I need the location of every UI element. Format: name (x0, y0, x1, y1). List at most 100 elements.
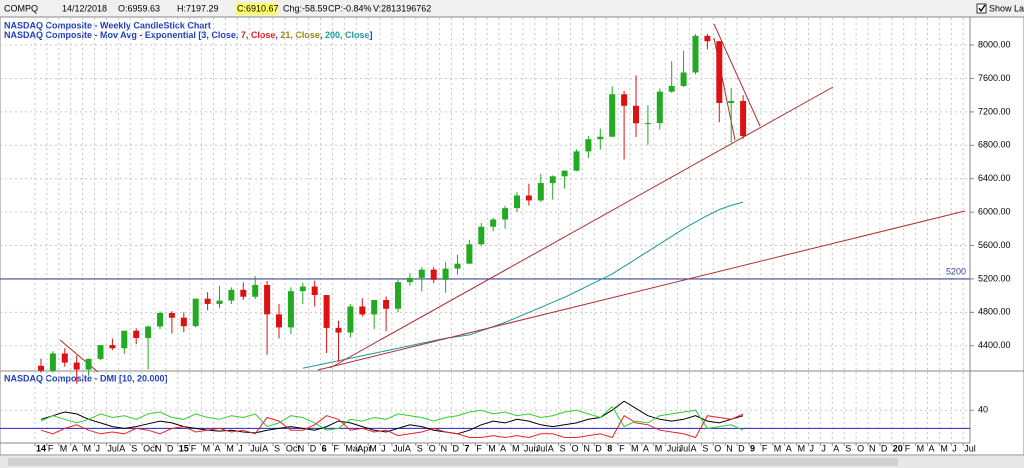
x-tick-label: N (155, 443, 162, 453)
candle-body (490, 219, 497, 227)
x-tick-label: 8 (607, 443, 612, 453)
subtitle-part: NASDAQ Composite - Mov Avg - Exponential… (4, 30, 201, 40)
x-tick-label: D (881, 443, 888, 453)
x-tick-label: F (191, 443, 197, 453)
candle-body (621, 94, 628, 106)
candle-body (359, 306, 366, 315)
x-tick-label: A (691, 443, 697, 453)
x-tick-label: Jul (536, 443, 548, 453)
candle-body (740, 100, 747, 137)
x-tick-label: Oct (143, 443, 158, 453)
candle-body (478, 226, 485, 245)
candle-body (704, 35, 711, 42)
x-tick-label: M (631, 443, 639, 453)
candle-body (406, 277, 413, 283)
trend-line (317, 210, 966, 371)
volume: V:2813196762 (373, 3, 431, 13)
x-tick-label: Jul (107, 443, 119, 453)
x-tick-label: F (334, 443, 340, 453)
candle-body (323, 295, 330, 328)
candle-body (276, 314, 282, 328)
candle-body (383, 300, 390, 309)
candle-body (418, 269, 425, 278)
candle-body (85, 358, 92, 370)
candle-body (347, 306, 354, 333)
candle-body (680, 72, 687, 86)
x-tick-label: J (238, 443, 243, 453)
candle-body (561, 170, 568, 177)
high: H:7197.29 (177, 3, 219, 13)
x-tick-label: A (643, 443, 649, 453)
date: 14/12/2018 (62, 3, 107, 13)
y-tick-label: 6000.00 (978, 206, 1011, 216)
y-tick-label: 6800.00 (978, 140, 1011, 150)
x-tick-label: M (798, 443, 806, 453)
candle-body (180, 317, 187, 327)
candle-body (335, 327, 342, 333)
x-tick-label: A (786, 443, 792, 453)
scroll-thumb[interactable] (8, 458, 898, 466)
series-line (40, 413, 744, 439)
trend-line (59, 339, 99, 373)
candle-body (133, 330, 140, 339)
trend-line (329, 86, 834, 369)
x-tick-label: O (857, 443, 864, 453)
series-line (302, 201, 744, 369)
x-tick-label: A (405, 443, 411, 453)
x-tick-label: A (119, 443, 125, 453)
candle-body (573, 151, 580, 171)
x-tick-label: 6 (322, 443, 327, 453)
candle-body (525, 195, 532, 201)
trend-line (713, 23, 761, 127)
y-tick-label: 40 (978, 405, 988, 415)
candle-body (716, 41, 723, 104)
x-tick-label: Jul (250, 443, 262, 453)
candle-body (430, 269, 437, 280)
x-tick-label: A (833, 443, 839, 453)
x-tick-label: S (417, 443, 423, 453)
x-tick-label: S (274, 443, 280, 453)
x-tick-label: M (512, 443, 520, 453)
x-tick-label: M (84, 443, 92, 453)
x-tick-label: D (310, 443, 317, 453)
x-tick-label: A (262, 443, 268, 453)
open: O:6959.63 (118, 3, 160, 13)
x-tick-label: M (917, 443, 925, 453)
show-last-label[interactable]: Show Last (989, 3, 1024, 13)
candle-body (299, 286, 306, 292)
x-tick-label: M (655, 443, 663, 453)
subtitle-part: 7, Close (241, 30, 276, 40)
chart-title: NASDAQ Composite - Weekly CandleStick Ch… (4, 20, 211, 30)
header: COMPQ 14/12/2018 O:6959.63 H:7197.29 C:6… (4, 3, 431, 13)
hline-label: 5200 (946, 266, 966, 276)
x-tick-label: M (940, 443, 948, 453)
candle-body (168, 313, 175, 318)
candle-body (502, 208, 509, 220)
x-tick-label: J (381, 443, 386, 453)
x-tick-label: M (226, 443, 234, 453)
subtitle-part: 200, Close (325, 30, 370, 40)
x-tick-label: M (369, 443, 377, 453)
x-tick-label: 15 (179, 443, 189, 453)
x-tick-label: 14 (36, 443, 46, 453)
y-tick-label: 8000.00 (978, 39, 1011, 49)
x-tick-label: D (738, 443, 745, 453)
candle-body (633, 105, 639, 124)
candle-body (228, 289, 235, 301)
symbol: COMPQ (4, 3, 38, 13)
candle-body (597, 136, 604, 140)
candle-body (644, 123, 651, 125)
candle-body (157, 313, 163, 327)
x-tick-label: N (441, 443, 448, 453)
x-tick-label: D (453, 443, 460, 453)
x-tick-label: J (810, 443, 815, 453)
subtitle-part: , (275, 30, 280, 40)
x-tick-label: N (298, 443, 305, 453)
x-tick-label: O (429, 443, 436, 453)
show-last-checkbox[interactable] (976, 3, 987, 14)
candle-body (49, 353, 56, 371)
x-tick-label: M (774, 443, 782, 453)
x-tick-label: N (583, 443, 590, 453)
candle-body (97, 345, 104, 359)
